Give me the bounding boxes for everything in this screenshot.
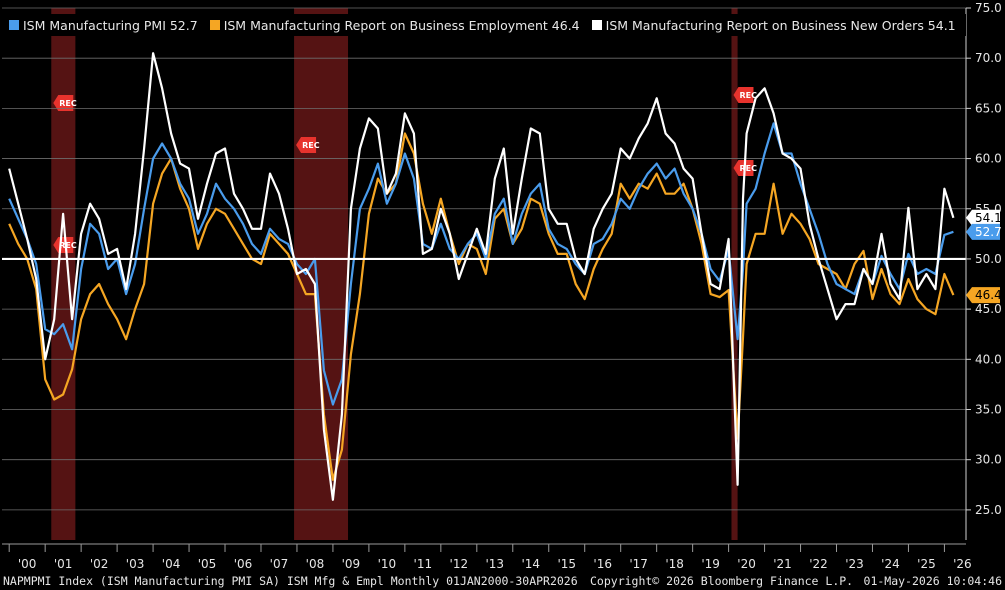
x-tick-label: '03	[126, 557, 145, 571]
y-tick-label: 70.0	[975, 51, 1002, 65]
recession-band	[294, 8, 349, 540]
y-tick-label: 60.0	[975, 152, 1002, 166]
x-tick-label: '14	[521, 557, 540, 571]
y-tick-label: 30.0	[975, 453, 1002, 467]
legend-label-pmi: ISM Manufacturing PMI 52.7	[23, 17, 198, 33]
x-tick-label: '10	[378, 557, 397, 571]
x-tick-label: '02	[90, 557, 109, 571]
grid	[2, 7, 966, 511]
x-tick-label: '22	[809, 557, 828, 571]
rec-badge: REC	[733, 160, 757, 176]
last-value-box	[966, 209, 1000, 226]
x-tick-label: '20	[737, 557, 756, 571]
y-tick-label: 40.0	[975, 352, 1002, 366]
series-line	[8, 52, 955, 501]
x-tick-label: '15	[557, 557, 576, 571]
legend-swatch-employment	[209, 20, 220, 30]
last-value-text: 46.4	[975, 288, 1002, 302]
rec-badge: REC	[296, 137, 320, 153]
legend-label-employment: ISM Manufacturing Report on Business Emp…	[223, 17, 580, 33]
x-tick-label: '07	[270, 557, 289, 571]
x-tick-label: '17	[629, 557, 648, 571]
x-tick-label: '12	[450, 557, 469, 571]
legend: ISM Manufacturing PMI 52.7 ISM Manufactu…	[5, 14, 966, 36]
x-tick-label: '21	[773, 557, 792, 571]
recession-band	[731, 8, 738, 540]
footer: NAPMPMI Index (ISM Manufacturing PMI SA)…	[0, 570, 1005, 590]
rec-badge-shape	[53, 237, 74, 253]
legend-item-employment[interactable]: ISM Manufacturing Report on Business Emp…	[209, 17, 580, 33]
rec-badge-shape	[53, 95, 74, 111]
recession-band	[51, 8, 76, 540]
rec-badge-shape	[296, 137, 317, 153]
x-tick-label: '19	[701, 557, 720, 571]
y-tick-label: 65.0	[975, 101, 1002, 115]
x-tick-label: '05	[198, 557, 217, 571]
rec-badge-label: REC	[59, 241, 77, 250]
x-tick-label: '00	[18, 557, 37, 571]
rec-badge-shape	[733, 160, 754, 176]
last-value-label: 52.7	[966, 223, 1002, 240]
last-value-text: 54.1	[975, 211, 1002, 225]
legend-item-new-orders[interactable]: ISM Manufacturing Report on Business New…	[591, 17, 956, 33]
series-line	[8, 132, 955, 481]
y-tick-label: 45.0	[975, 302, 1002, 316]
footer-description: NAPMPMI Index (ISM Manufacturing PMI SA)…	[3, 574, 578, 588]
x-tick-label: '24	[881, 557, 900, 571]
x-tick-label: '01	[54, 557, 73, 571]
x-tick-label: '11	[414, 557, 433, 571]
rec-badge: REC	[53, 95, 77, 111]
x-tick-label: '25	[917, 557, 936, 571]
rec-badge-label: REC	[739, 91, 757, 100]
last-value-text: 52.7	[975, 225, 1002, 239]
series-lines	[2, 52, 966, 501]
footer-copyright: Copyright© 2026 Bloomberg Finance L.P.	[590, 574, 854, 588]
rec-badge: REC	[53, 237, 77, 253]
legend-label-new-orders: ISM Manufacturing Report on Business New…	[605, 17, 956, 33]
footer-timestamp: 01-May-2026 10:04:46	[863, 574, 1002, 588]
last-value-label: 46.4	[966, 287, 1002, 304]
x-tick-label: '08	[306, 557, 325, 571]
last-value-box	[966, 287, 1000, 304]
legend-swatch-new-orders	[591, 20, 602, 30]
rec-badge-label: REC	[59, 99, 77, 108]
last-value-box	[966, 223, 1000, 240]
x-tick-label: '16	[593, 557, 612, 571]
y-tick-label: 25.0	[975, 503, 1002, 517]
x-tick-label: '18	[665, 557, 684, 571]
y-tick-label: 35.0	[975, 403, 1002, 417]
last-value-label: 54.1	[966, 209, 1002, 226]
x-tick-label: '06	[234, 557, 253, 571]
x-tick-label: '04	[162, 557, 181, 571]
legend-swatch-pmi	[9, 20, 19, 30]
rec-badge: REC	[733, 87, 757, 103]
x-tick-label: '09	[342, 557, 361, 571]
legend-item-pmi[interactable]: ISM Manufacturing PMI 52.7	[9, 18, 198, 33]
rec-badge-shape	[733, 87, 754, 103]
rec-badge-label: REC	[739, 164, 757, 173]
axes: 25.030.035.040.045.050.055.060.065.070.0…	[2, 1, 1002, 571]
x-tick-label: '26	[953, 557, 972, 571]
rec-badge-label: REC	[302, 141, 320, 150]
x-tick-label: '23	[845, 557, 864, 571]
y-tick-label: 75.0	[975, 1, 1002, 15]
recession-bands: REC REC REC REC REC	[51, 8, 757, 540]
y-tick-label: 50.0	[975, 252, 1002, 266]
x-tick-label: '13	[486, 557, 505, 571]
